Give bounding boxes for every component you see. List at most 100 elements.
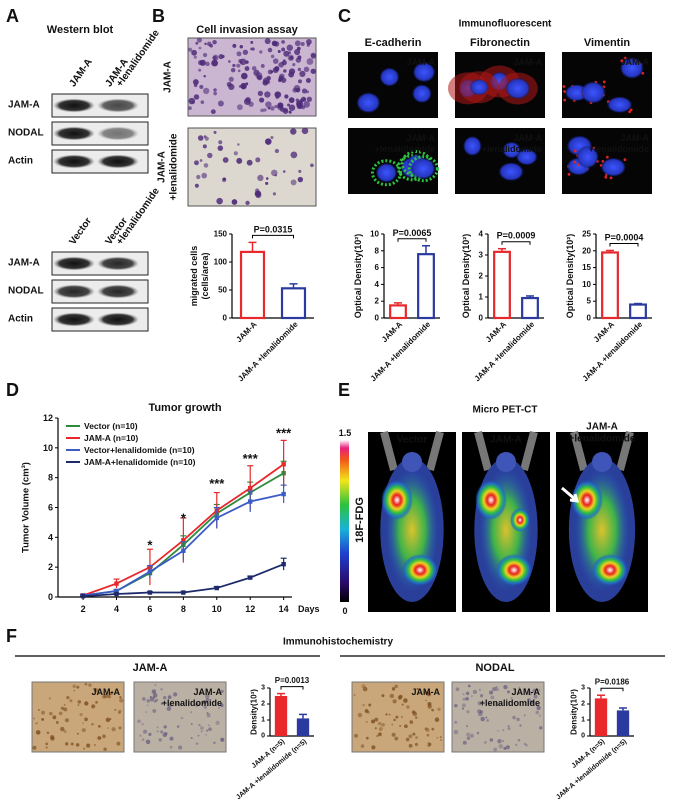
cell: [227, 60, 231, 63]
cell: [206, 41, 212, 47]
significance-bracket: [501, 241, 531, 245]
stain: [407, 155, 439, 183]
image-label: +lenalidomide: [482, 144, 542, 154]
ihc-grain: [434, 717, 440, 722]
cell: [204, 136, 209, 141]
nucleus: [580, 81, 606, 104]
nucleus: [469, 79, 489, 96]
ihc-grain: [177, 745, 183, 750]
ihc-grain: [493, 747, 498, 752]
ihc-grain: [198, 723, 201, 727]
ihc-grain: [77, 704, 80, 707]
ihc-grain: [526, 697, 532, 703]
ihc-grain: [523, 742, 527, 746]
column-title: JAM-A: [586, 422, 618, 433]
nucleus: [376, 163, 397, 183]
ihc-grain: [431, 708, 435, 712]
stain: [573, 149, 577, 153]
cell: [188, 97, 195, 105]
ihc-grain: [368, 703, 372, 707]
image-label: JAM-A: [194, 687, 223, 697]
image-label: +lenalidomide: [162, 698, 222, 708]
ihc-grain: [391, 723, 394, 726]
ihc-grain: [385, 713, 388, 716]
pet-head: [402, 452, 422, 472]
cell: [199, 84, 204, 90]
ihc-grain: [162, 732, 168, 738]
cell: [241, 72, 248, 80]
cell: [275, 95, 280, 99]
ihc-grain: [99, 737, 102, 740]
cell: [200, 100, 205, 104]
cell: [212, 39, 217, 45]
ihc-grain: [398, 694, 403, 699]
cell: [260, 108, 264, 113]
ihc-grain: [364, 709, 369, 713]
ihc-grain: [50, 734, 54, 739]
marker: [281, 462, 286, 467]
section-title: NODAL: [475, 662, 514, 674]
x-tick-label: JAM-A: [234, 320, 258, 344]
p-value: P=0.0065: [393, 228, 432, 238]
ihc-grain: [114, 708, 117, 712]
image-label: +lenalidomide: [169, 133, 180, 200]
pet-hotspot: [592, 554, 628, 586]
cell: [196, 37, 202, 43]
y-tick-label: 8: [375, 246, 380, 255]
cell: [288, 104, 296, 111]
blot-band: [97, 312, 139, 327]
y-axis-label: Optical Density(10²): [565, 234, 575, 319]
cell: [287, 54, 294, 61]
ihc-grain: [76, 686, 79, 689]
y-axis-label: migrated cells: [189, 246, 199, 307]
nucleus: [620, 57, 644, 79]
ihc-grain: [492, 687, 497, 692]
ihc-grain: [517, 738, 521, 742]
ihc-grain: [83, 747, 85, 750]
cell: [286, 44, 294, 51]
ihc-grain: [399, 724, 402, 727]
cell: [259, 97, 265, 103]
y-tick-label: 0: [48, 592, 53, 602]
colorbar-tick-label: 0: [342, 606, 347, 616]
y-tick-label: 0: [375, 314, 380, 323]
ihc-grain: [146, 699, 151, 703]
legend-label: Vector+lenalidomide (n=10): [84, 445, 195, 455]
ihc-grain: [213, 741, 216, 745]
cell: [301, 127, 309, 135]
y-tick-label: 3: [261, 685, 265, 692]
stain: [370, 159, 402, 187]
stain: [602, 80, 606, 84]
image-label: +lenalidomide: [375, 144, 435, 154]
cell: [272, 192, 277, 196]
cell: [198, 60, 204, 66]
y-tick-label: 3: [479, 251, 484, 260]
ihc-grain: [206, 713, 211, 718]
image-label: JAM-A: [92, 687, 121, 697]
p-value: P=0.0186: [595, 678, 630, 687]
cell: [277, 49, 281, 53]
ihc-grain: [427, 702, 432, 707]
ihc-grain: [60, 726, 65, 732]
ihc-grain: [45, 746, 48, 749]
ihc-grain: [205, 733, 207, 736]
cell: [194, 183, 199, 188]
ihc-grain: [107, 727, 109, 729]
x-tick-label: 4: [114, 604, 119, 614]
x-tick-label: 14: [279, 604, 289, 614]
ihc-grain: [454, 720, 458, 724]
ihc-grain: [408, 734, 413, 739]
ihc-grain: [91, 704, 96, 709]
ihc-grain: [354, 733, 358, 738]
ihc-grain: [466, 725, 469, 728]
ihc-grain: [497, 729, 499, 732]
column-title: Vector: [397, 435, 428, 446]
nucleus: [601, 157, 626, 177]
ihc-grain: [480, 694, 484, 698]
pet-head: [592, 452, 612, 472]
ihc-grain: [48, 697, 51, 700]
ihc-grain: [381, 722, 385, 727]
cell: [278, 75, 284, 81]
ihc-grain: [200, 730, 203, 733]
ihc-grain: [141, 738, 145, 741]
